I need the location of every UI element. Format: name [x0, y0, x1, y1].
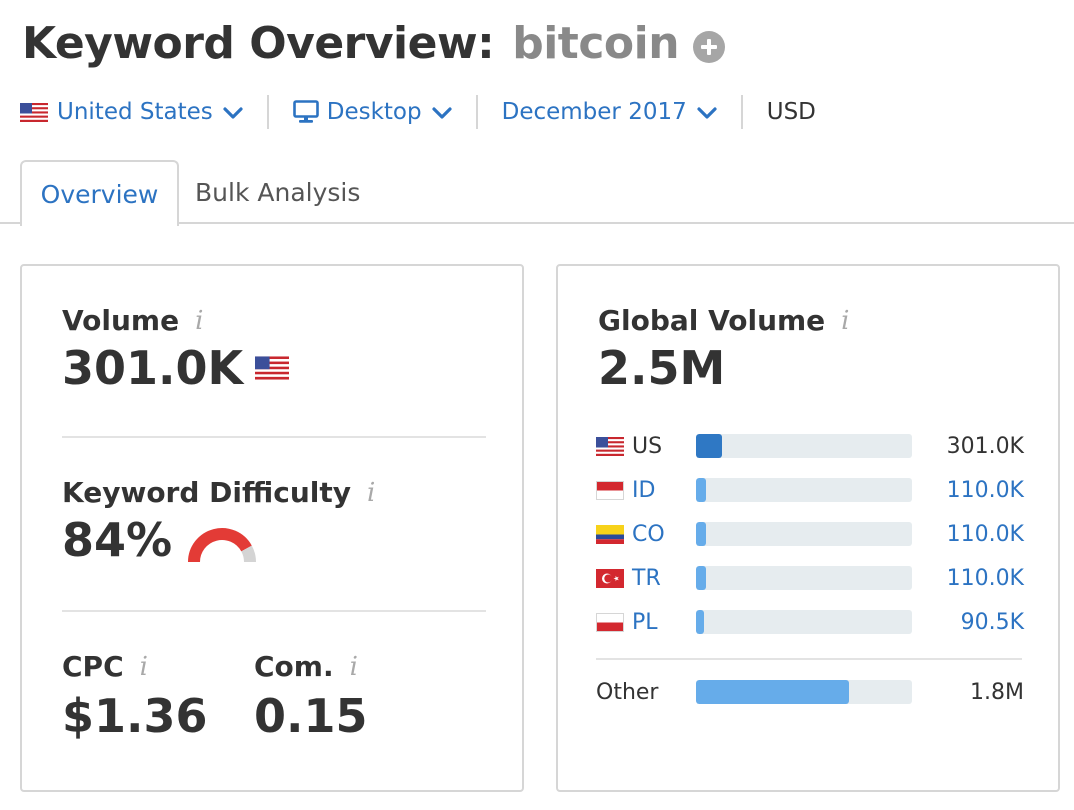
other-label: Other: [596, 679, 659, 705]
page-title: Keyword Overview:: [22, 18, 495, 69]
monitor-icon: [292, 100, 319, 123]
divider: [62, 610, 486, 612]
global-volume-block: Global Volume i 2.5M: [598, 304, 850, 395]
cpc-value: $1.36: [62, 689, 208, 743]
gauge-filled-arc: [188, 528, 252, 563]
volume-label: Volume: [62, 304, 180, 337]
volume-bar-fill: [696, 522, 706, 546]
page-header: Keyword Overview: bitcoin: [22, 18, 726, 69]
tab-overview[interactable]: Overview: [20, 160, 179, 226]
info-icon[interactable]: i: [366, 477, 376, 508]
volume-label-row: Volume i: [62, 304, 289, 337]
volume-bar-fill: [696, 566, 706, 590]
cpc-label-row: CPC i: [62, 650, 208, 683]
info-icon[interactable]: i: [139, 651, 148, 682]
plus-circle-icon[interactable]: [693, 30, 726, 63]
currency-label: USD: [766, 99, 816, 125]
country-row-co: CO 110.0K: [596, 520, 1024, 548]
volume-bar-track: [696, 566, 912, 590]
country-row-us: US 301.0K: [596, 432, 1024, 460]
volume-bar-track: [696, 610, 912, 634]
competition-block: Com. i 0.15: [254, 650, 368, 743]
chevron-down-icon: [223, 106, 243, 119]
tab-bar: Overview Bulk Analysis: [0, 160, 1074, 226]
info-icon[interactable]: i: [841, 305, 850, 336]
country-volume-link[interactable]: 110.0K: [946, 565, 1024, 591]
country-link[interactable]: ID: [632, 477, 656, 503]
global-volume-card: Global Volume i 2.5M US 301.0K ID 110.0K: [556, 264, 1060, 792]
volume-bar-fill: [696, 680, 850, 704]
us-flag-icon: [20, 102, 48, 122]
volume-bar-fill: [696, 478, 706, 502]
turkey-flag-icon: [596, 568, 624, 588]
colombia-flag-icon: [596, 524, 624, 544]
gauge-remaining-arc: [241, 545, 257, 563]
country-row-id: ID 110.0K: [596, 476, 1024, 504]
volume-bar-track: [696, 434, 912, 458]
country-link[interactable]: PL: [632, 609, 658, 635]
country-link[interactable]: TR: [632, 565, 661, 591]
country-row-tr: TR 110.0K: [596, 564, 1024, 592]
country-row-other: Other 1.8M: [596, 678, 1024, 706]
cpc-label: CPC: [62, 650, 124, 683]
device-dropdown[interactable]: Desktop: [292, 99, 452, 125]
country-volume-link[interactable]: 110.0K: [946, 477, 1024, 503]
cpc-block: CPC i $1.36: [62, 650, 208, 743]
country-volume-link[interactable]: 110.0K: [946, 521, 1024, 547]
difficulty-gauge: [188, 528, 257, 563]
divider: [62, 436, 486, 438]
kd-label-row: Keyword Difficulty i: [62, 476, 375, 509]
keyword-metrics-card: Volume i 301.0K Keyword Difficulty i 84%: [20, 264, 524, 792]
global-volume-value: 2.5M: [598, 341, 726, 395]
com-label-row: Com. i: [254, 650, 368, 683]
keyword-difficulty-block: Keyword Difficulty i 84%: [62, 476, 375, 567]
filter-separator: [740, 95, 743, 129]
volume-value-row: 301.0K: [62, 341, 290, 395]
filter-bar: United States Desktop December 2017 USD: [20, 94, 816, 130]
indonesia-flag-icon: [596, 480, 624, 500]
global-volume-label: Global Volume: [598, 304, 826, 337]
tab-bulk-analysis[interactable]: Bulk Analysis: [195, 177, 361, 207]
country-dropdown[interactable]: United States: [20, 99, 243, 125]
country-volume: 301.0K: [946, 433, 1024, 459]
poland-flag-icon: [596, 612, 624, 632]
chevron-down-icon: [697, 106, 717, 119]
com-value: 0.15: [254, 689, 368, 743]
device-label: Desktop: [326, 99, 422, 125]
com-label: Com.: [254, 650, 334, 683]
us-flag-icon: [596, 436, 624, 456]
chevron-down-icon: [432, 106, 452, 119]
us-flag-icon: [255, 356, 290, 380]
filter-separator: [266, 95, 269, 129]
kd-value: 84%: [62, 513, 173, 567]
volume-bar-track: [696, 478, 912, 502]
filter-separator: [475, 95, 478, 129]
country-volume-link[interactable]: 90.5K: [960, 609, 1024, 635]
info-icon[interactable]: i: [195, 305, 204, 336]
country-link[interactable]: CO: [632, 521, 665, 547]
country-row-pl: PL 90.5K: [596, 608, 1024, 636]
keyword-title: bitcoin: [512, 18, 680, 69]
country-label: United States: [57, 99, 213, 125]
global-volume-label-row: Global Volume i: [598, 304, 850, 337]
kd-value-row: 84%: [62, 513, 375, 567]
volume-bar-fill: [696, 610, 704, 634]
volume-block: Volume i 301.0K: [62, 304, 290, 395]
volume-bar-track: [696, 522, 912, 546]
date-label: December 2017: [501, 99, 687, 125]
country-code: US: [632, 433, 663, 459]
kd-label: Keyword Difficulty: [62, 476, 351, 509]
other-volume: 1.8M: [970, 679, 1024, 705]
date-dropdown[interactable]: December 2017: [502, 99, 717, 125]
volume-bar-track: [696, 680, 912, 704]
divider: [596, 658, 1022, 660]
volume-value: 301.0K: [62, 341, 244, 395]
volume-bar-fill: [696, 434, 722, 458]
info-icon[interactable]: i: [349, 651, 358, 682]
